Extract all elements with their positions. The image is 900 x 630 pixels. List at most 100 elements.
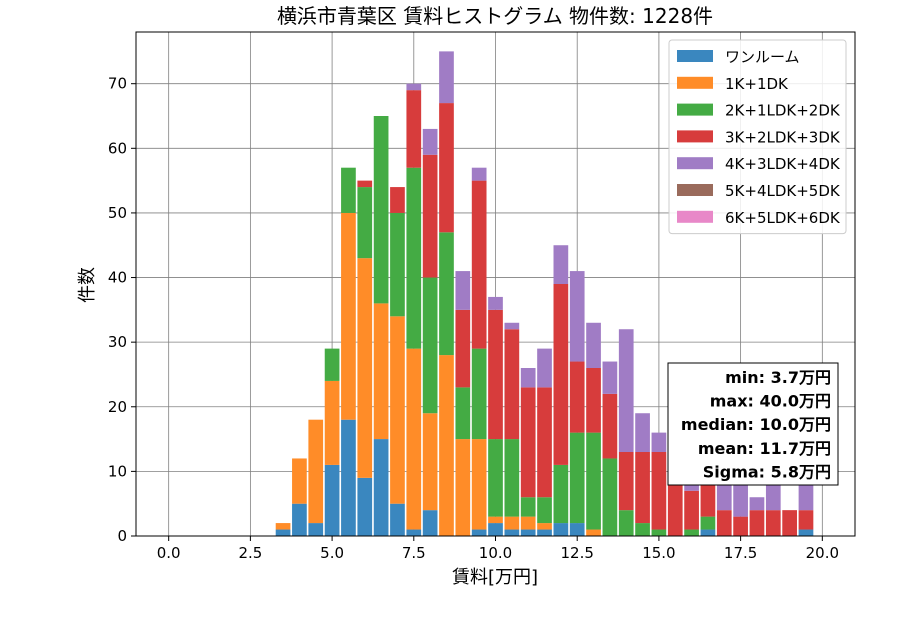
legend-frame: [668, 39, 847, 235]
bar-segment-0: [390, 503, 405, 536]
bar-segment-4: [537, 348, 552, 388]
bar-segment-0: [471, 529, 487, 536]
stats-line-1: max: 40.0万円: [710, 392, 831, 411]
bar-segment-2: [569, 432, 585, 524]
legend: ワンルーム 1K+1DK 2K+1LDK+2DK 3K+2LDK+3DK 4K+3LDK…: [668, 39, 847, 235]
bar-segment-1: [406, 348, 422, 530]
legend-swatch-3: [677, 130, 713, 143]
bar-segment-1: [357, 258, 373, 478]
bar-segment-0: [504, 529, 520, 536]
x-tick-label: 7.5: [402, 544, 426, 562]
bar-segment-3: [749, 510, 765, 536]
chart-title: 横浜市青葉区 賃料ヒストグラム 物件数: 1228件: [277, 4, 713, 28]
bar-segment-3: [488, 309, 503, 440]
bar-segment-2: [618, 510, 634, 536]
x-tick-label: 10.0: [479, 544, 512, 562]
bar-segment-4: [602, 361, 618, 394]
bar-segment-0: [520, 529, 536, 536]
bar-segment-0: [488, 523, 503, 536]
bar-segment-3: [586, 368, 601, 433]
bar-segment-0: [275, 529, 291, 536]
bar-segment-2: [422, 277, 438, 414]
bar-segment-0: [324, 464, 340, 536]
bar-segment-1: [341, 212, 356, 420]
bar-segment-4: [569, 271, 585, 362]
bar-segment-3: [455, 309, 471, 388]
bar-segment-2: [504, 439, 520, 517]
bar-segment-4: [586, 322, 601, 368]
legend-label-1: 1K+1DK: [725, 75, 789, 93]
bar-segment-2: [602, 458, 618, 536]
bar-segment-0: [373, 439, 389, 536]
bar-segment-0: [798, 529, 814, 536]
bar-segment-1: [373, 303, 389, 440]
bar-segment-0: [553, 523, 569, 536]
legend-swatch-4: [677, 157, 713, 170]
y-axis-title: 件数: [77, 267, 98, 303]
x-tick-label: 17.5: [724, 544, 757, 562]
bar-segment-3: [765, 510, 781, 536]
y-tick-label: 0: [117, 527, 127, 545]
bar-segment-1: [275, 523, 291, 530]
legend-swatch-6: [677, 210, 713, 223]
bar-segment-4: [471, 167, 487, 181]
bar-segment-4: [618, 329, 634, 452]
bar-segment-1: [537, 523, 552, 530]
x-axis-ticks: 0.0 2.5 5.0 7.5 10.0 12.5 15.0 17.5 20.0: [157, 536, 839, 562]
bar-segment-3: [733, 516, 748, 536]
bar-segment-3: [471, 180, 487, 349]
legend-label-6: 6K+5LDK+6DK: [725, 209, 841, 227]
bar-segment-1: [324, 380, 340, 465]
y-tick-label: 50: [108, 204, 127, 222]
bar-segment-3: [504, 329, 520, 440]
bar-segment-1: [390, 316, 405, 504]
stats-box-frame: [667, 362, 839, 486]
bar-segment-3: [684, 490, 699, 530]
bar-segment-0: [341, 419, 356, 536]
bar-segment-3: [537, 387, 552, 498]
bar-segment-1: [455, 439, 471, 536]
y-tick-label: 10: [108, 462, 127, 480]
legend-label-4: 4K+3LDK+4DK: [725, 155, 841, 173]
stats-line-2: median: 10.0万円: [681, 415, 831, 434]
bar-segment-2: [520, 497, 536, 517]
bar-segment-2: [684, 529, 699, 536]
legend-swatch-2: [677, 103, 713, 116]
bar-segment-3: [569, 361, 585, 433]
x-axis-title: 賃料[万円]: [452, 567, 538, 588]
bar-segment-2: [635, 523, 650, 536]
bar-segment-1: [520, 516, 536, 530]
bar-segment-3: [390, 187, 405, 213]
bar-segment-3: [553, 284, 569, 465]
legend-label-3: 3K+2LDK+3DK: [725, 128, 841, 146]
histogram-bars: [275, 51, 814, 536]
bar-segment-4: [749, 497, 765, 511]
bar-segment-0: [292, 503, 307, 536]
bar-segment-1: [292, 458, 307, 504]
bar-segment-2: [341, 167, 356, 213]
bar-segment-0: [700, 529, 716, 536]
legend-swatch-0: [677, 50, 713, 62]
bar-segment-2: [406, 167, 422, 349]
bar-segment-3: [635, 452, 650, 524]
stats-line-0: min: 3.7万円: [725, 368, 831, 387]
bar-segment-2: [390, 212, 405, 317]
bar-segment-0: [406, 529, 422, 536]
bar-segment-1: [586, 529, 601, 536]
legend-swatch-5: [677, 184, 713, 196]
bar-segment-3: [716, 510, 732, 536]
bar-segment-4: [439, 51, 454, 104]
bar-segment-1: [308, 419, 324, 524]
bar-segment-0: [308, 523, 324, 536]
y-tick-label: 20: [108, 398, 127, 416]
bar-segment-2: [324, 348, 340, 381]
bar-segment-0: [569, 523, 585, 536]
bar-segment-4: [635, 413, 650, 452]
bar-segment-4: [422, 128, 438, 155]
bar-segment-3: [798, 510, 814, 530]
x-tick-label: 20.0: [806, 544, 839, 562]
bar-segment-1: [504, 516, 520, 530]
bar-segment-2: [373, 116, 389, 304]
bar-segment-2: [700, 516, 716, 530]
bar-segment-4: [504, 322, 520, 330]
